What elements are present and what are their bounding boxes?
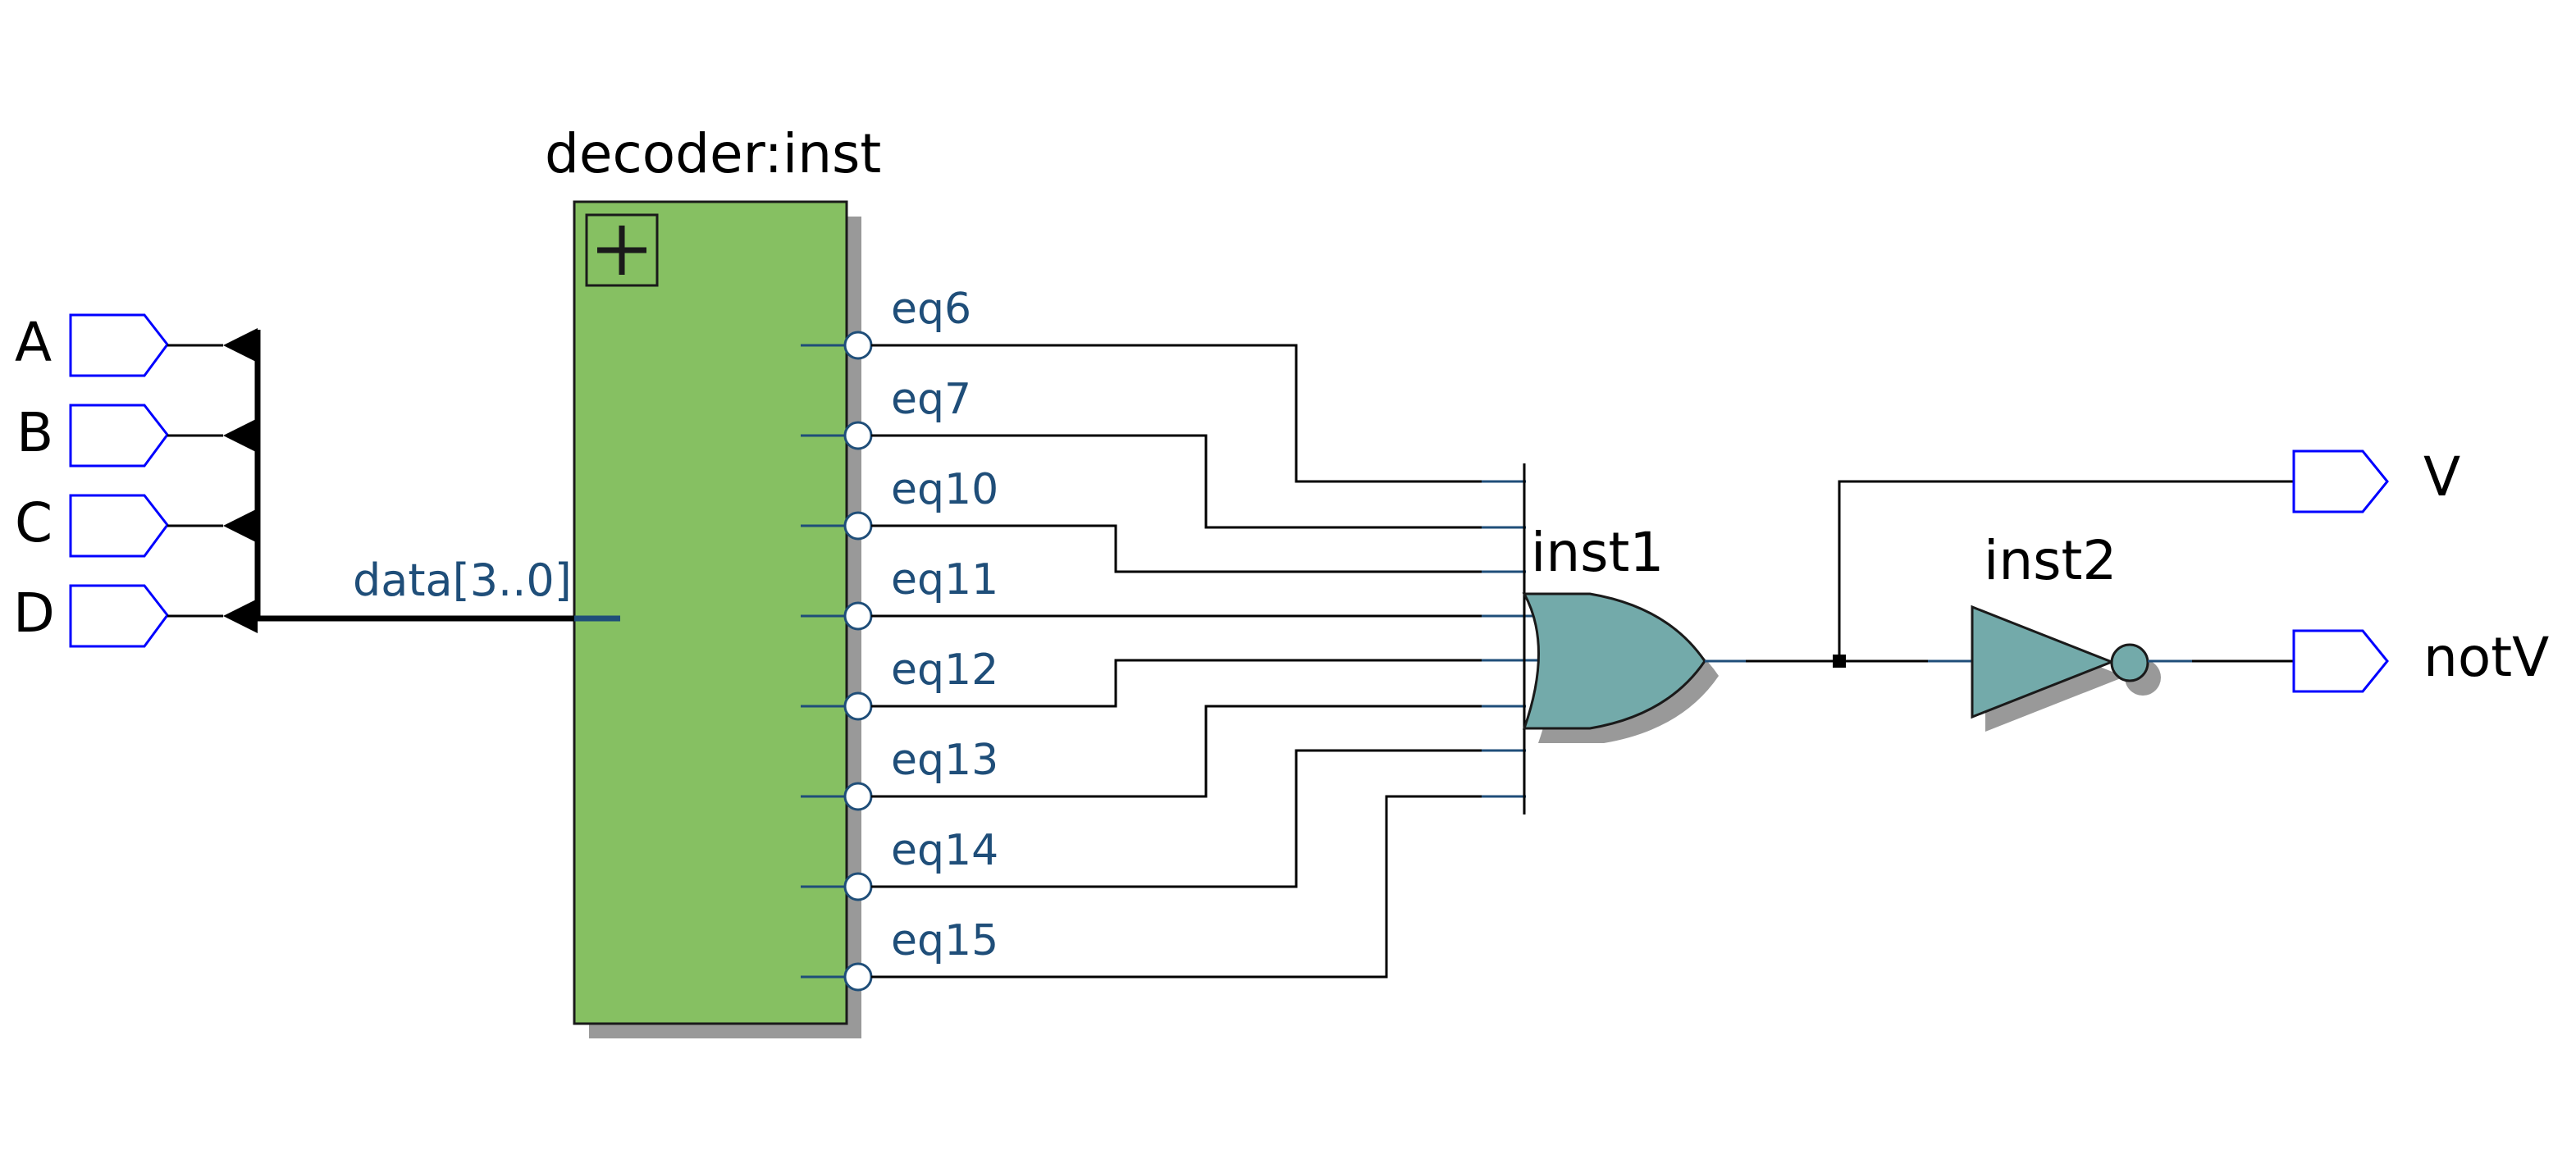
- wire-eq7: [871, 434, 1482, 529]
- bus-ripper-arrows: [223, 328, 258, 633]
- wire-eq14: [871, 749, 1482, 888]
- decoder-title: decoder:inst: [545, 122, 881, 185]
- output-bubble-eq12: [843, 691, 873, 721]
- input-wires: [167, 344, 223, 618]
- not-gate[interactable]: [1971, 605, 2116, 719]
- wire-to-v: [1838, 480, 2294, 661]
- output-bubble-eq13: [843, 782, 873, 811]
- output-bubble-eq10: [843, 511, 873, 541]
- plus-icon: [597, 226, 646, 275]
- input-pin-b[interactable]: [69, 404, 169, 468]
- or-gate[interactable]: [1522, 592, 1706, 730]
- port-label-eq14: eq14: [891, 826, 998, 875]
- port-label-eq10: eq10: [891, 465, 998, 514]
- output-bubble-eq15: [843, 962, 873, 992]
- wire-eq15: [871, 795, 1482, 979]
- not-gate-label: inst2: [1984, 529, 2117, 592]
- decoder-to-or-wires: [871, 344, 1482, 979]
- wire-eq6: [871, 344, 1482, 483]
- input-label-a: A: [15, 311, 52, 374]
- decoder-block[interactable]: [573, 200, 848, 1025]
- input-label-b: B: [16, 401, 53, 464]
- output-label-notv: notV: [2423, 626, 2549, 689]
- decoder-output-labels: eq6 eq7 eq10 eq11 eq12 eq13 eq14 eq15: [891, 285, 998, 965]
- input-label-c: C: [15, 491, 53, 554]
- output-bubble-eq6: [843, 331, 873, 360]
- output-bubble-eq11: [843, 601, 873, 631]
- port-label-eq7: eq7: [891, 375, 971, 424]
- output-label-v: V: [2423, 445, 2460, 509]
- output-pin-v[interactable]: [2292, 449, 2389, 513]
- port-label-eq11: eq11: [891, 555, 998, 605]
- wire-eq10: [871, 524, 1482, 573]
- input-label-d: D: [13, 582, 55, 645]
- input-pin-d[interactable]: [69, 584, 169, 648]
- port-label-eq12: eq12: [891, 646, 998, 695]
- input-pin-c[interactable]: [69, 494, 169, 558]
- input-pins: A B C D: [13, 311, 169, 648]
- port-label-eq15: eq15: [891, 916, 998, 965]
- not-gate-bubble: [2110, 643, 2149, 682]
- input-pin-a[interactable]: [69, 313, 169, 377]
- or-gate-label: inst1: [1531, 521, 1664, 584]
- port-label-eq6: eq6: [891, 285, 971, 334]
- wire-eq12: [871, 659, 1482, 708]
- output-bubble-eq14: [843, 872, 873, 901]
- output-bubble-eq7: [843, 421, 873, 450]
- port-label-eq13: eq13: [891, 736, 998, 785]
- expand-button[interactable]: [585, 213, 659, 287]
- output-pin-notv[interactable]: [2292, 629, 2389, 693]
- bus-label: data[3..0]: [353, 554, 572, 606]
- wire-eq13: [871, 705, 1482, 798]
- or-input-stubs: [1482, 480, 1555, 798]
